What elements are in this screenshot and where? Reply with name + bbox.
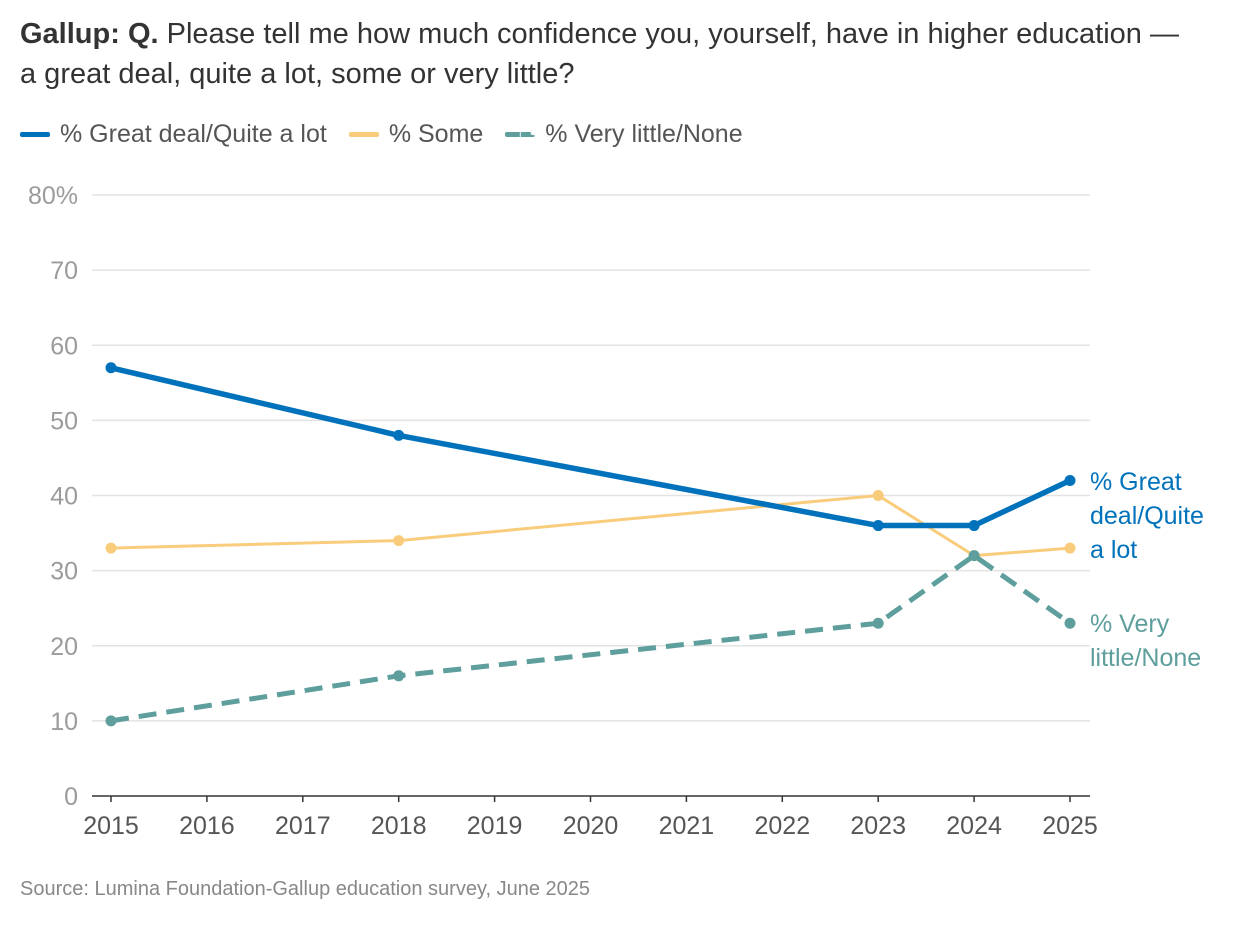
x-tick-label-2022: 2022 bbox=[754, 812, 810, 840]
title-text: Please tell me how much confidence you, … bbox=[20, 18, 1179, 90]
end-label-line: little/None bbox=[1090, 644, 1201, 672]
end-labels: % Great deal/Quite a lot % Very little/None bbox=[1090, 468, 1204, 672]
x-tick-label-2015: 2015 bbox=[83, 812, 139, 840]
y-tick-label-60: 60 bbox=[50, 332, 78, 360]
point-great-deal-2024 bbox=[968, 520, 980, 532]
point-very-little-2025 bbox=[1064, 617, 1076, 629]
point-some-2023 bbox=[872, 490, 884, 501]
series-line-very-little bbox=[110, 553, 1072, 724]
y-tick-label-70: 70 bbox=[50, 257, 78, 285]
y-tick-label-10: 10 bbox=[50, 708, 78, 736]
gridlines bbox=[92, 194, 1090, 722]
source-note: Source: Lumina Foundation-Gallup educati… bbox=[20, 878, 590, 900]
legend-label-very-little: % Very little/None bbox=[545, 119, 743, 148]
legend-item-some: % Some bbox=[348, 119, 484, 149]
y-tick-label-80: 80% bbox=[28, 182, 78, 210]
end-label-great-deal: % Great deal/Quite a lot bbox=[1090, 468, 1204, 564]
y-tick-label-40: 40 bbox=[50, 483, 78, 511]
point-great-deal-2025 bbox=[1064, 474, 1076, 486]
series bbox=[105, 362, 1076, 727]
y-tick-label-30: 30 bbox=[50, 558, 78, 586]
x-tick-label-2024: 2024 bbox=[946, 812, 1002, 840]
x-tick-label-2020: 2020 bbox=[563, 812, 619, 840]
x-tick-label-2019: 2019 bbox=[467, 812, 523, 840]
series-line-great-deal bbox=[110, 365, 1072, 529]
end-label-very-little: % Very little/None bbox=[1090, 610, 1201, 672]
end-label-line: % Great bbox=[1090, 468, 1182, 496]
x-tick-label-2017: 2017 bbox=[275, 812, 331, 840]
x-tick-label-2021: 2021 bbox=[659, 812, 715, 840]
point-very-little-2015 bbox=[105, 715, 117, 727]
x-tick-label-2018: 2018 bbox=[371, 812, 427, 840]
legend-swatch-very-little bbox=[505, 131, 536, 137]
x-tick-label-2016: 2016 bbox=[179, 812, 235, 840]
legend-swatch-great-deal bbox=[20, 131, 50, 137]
legend: % Great deal/Quite a lot % Some % Very l… bbox=[20, 116, 765, 152]
point-great-deal-2015 bbox=[105, 362, 117, 374]
point-great-deal-2018 bbox=[393, 429, 405, 441]
legend-label-some: % Some bbox=[388, 119, 484, 148]
chart-title: Gallup: Q. Please tell me how much confi… bbox=[20, 14, 1200, 94]
point-very-little-2024 bbox=[968, 550, 980, 562]
y-tick-label-50: 50 bbox=[50, 407, 78, 435]
legend-item-very-little: % Very little/None bbox=[505, 119, 743, 149]
point-some-2018 bbox=[393, 535, 405, 547]
legend-swatch-some bbox=[348, 131, 379, 137]
point-some-2025 bbox=[1064, 542, 1076, 554]
end-label-line: deal/Quite bbox=[1090, 502, 1204, 530]
x-tick-label-2023: 2023 bbox=[850, 812, 906, 840]
y-tick-label-20: 20 bbox=[50, 633, 78, 661]
legend-label-great-deal: % Great deal/Quite a lot bbox=[60, 119, 327, 148]
title-prefix: Gallup: Q. bbox=[20, 18, 159, 50]
point-very-little-2018 bbox=[393, 670, 405, 682]
y-tick-label-0: 0 bbox=[64, 783, 78, 811]
x-tick-label-2025: 2025 bbox=[1042, 812, 1098, 840]
legend-item-great-deal: % Great deal/Quite a lot bbox=[20, 120, 327, 149]
point-some-2015 bbox=[105, 542, 117, 554]
end-label-line: % Very bbox=[1090, 610, 1170, 638]
point-great-deal-2023 bbox=[872, 520, 884, 532]
end-label-line: a lot bbox=[1090, 536, 1137, 564]
point-very-little-2023 bbox=[872, 617, 884, 629]
axes: 0 10 20 30 40 50 60 70 80% 2015 2016 2017 2018 2019 20… bbox=[28, 182, 1098, 840]
